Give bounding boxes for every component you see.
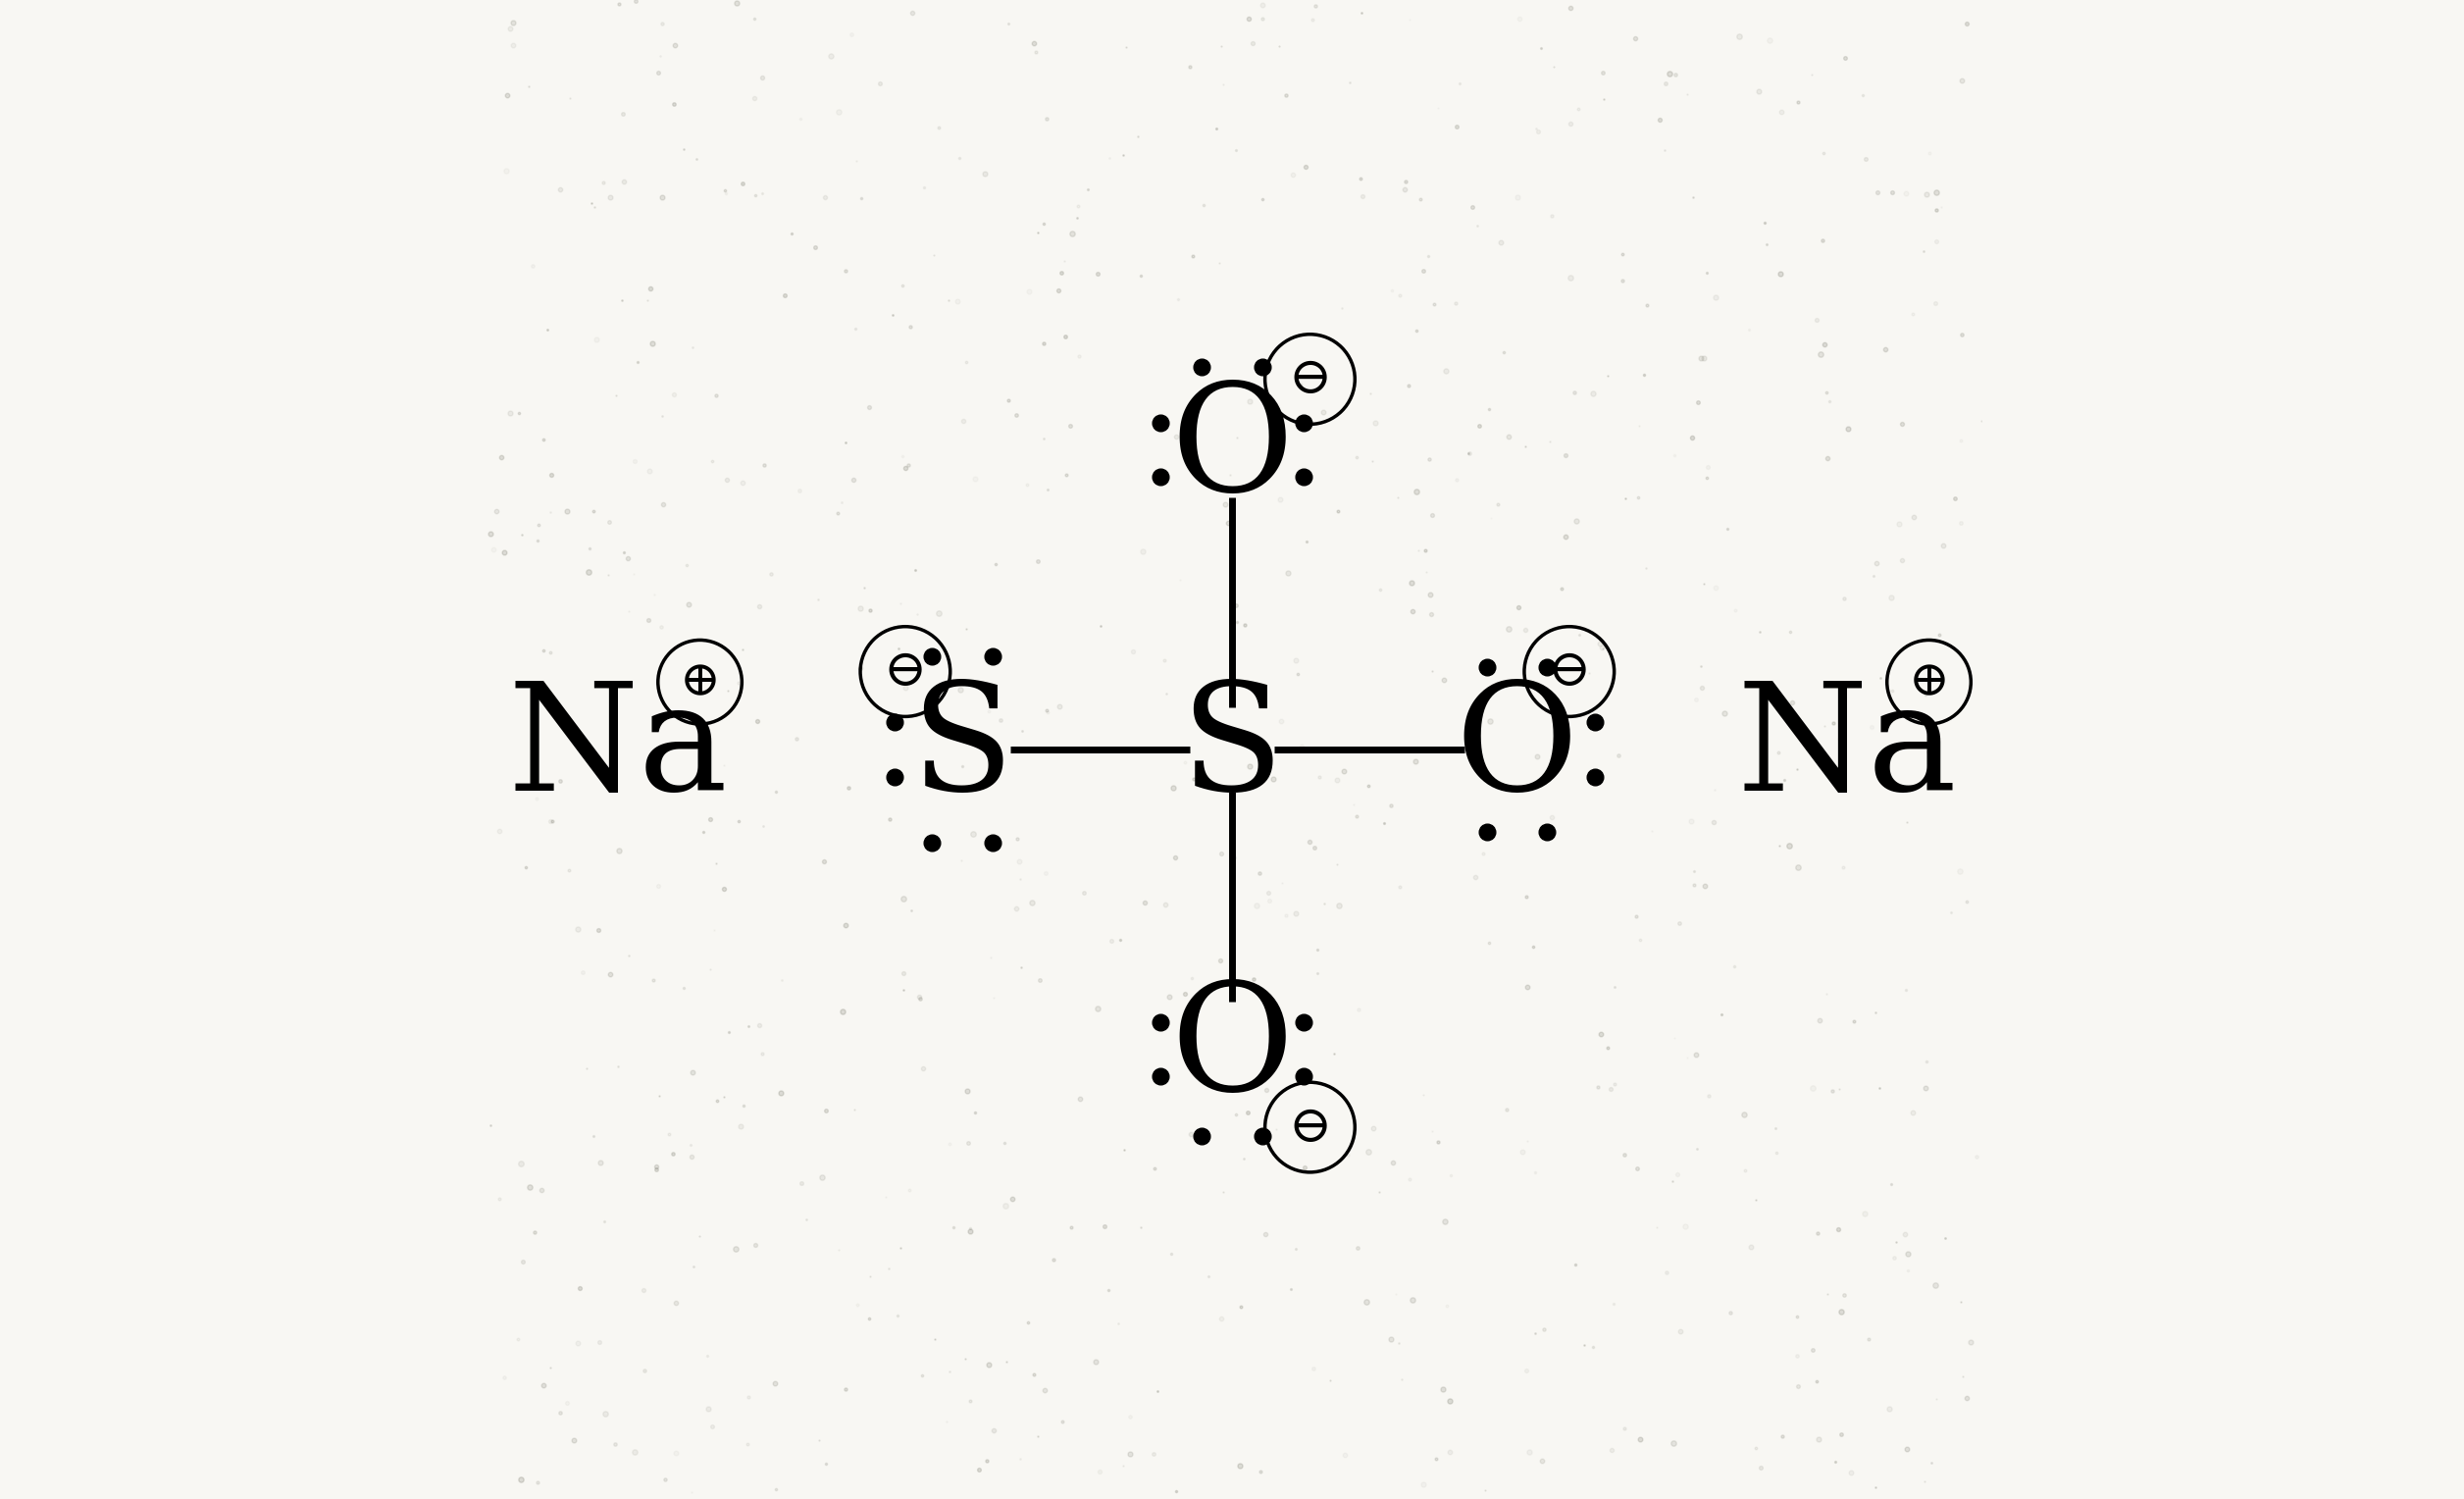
Text: S: S xyxy=(912,676,1013,823)
Text: ⊖: ⊖ xyxy=(1289,354,1331,405)
Text: ⊕: ⊕ xyxy=(680,658,719,706)
Text: ⊖: ⊖ xyxy=(1547,646,1592,697)
Text: Na: Na xyxy=(508,676,727,823)
Text: ⊖: ⊖ xyxy=(885,646,926,697)
Text: O: O xyxy=(1170,976,1294,1123)
Text: Na: Na xyxy=(1737,676,1956,823)
Text: O: O xyxy=(1456,676,1579,823)
Text: S: S xyxy=(1180,676,1284,823)
Text: ⊖: ⊖ xyxy=(1289,1102,1331,1153)
Text: ⊕: ⊕ xyxy=(1910,658,1949,706)
Text: O: O xyxy=(1170,376,1294,523)
